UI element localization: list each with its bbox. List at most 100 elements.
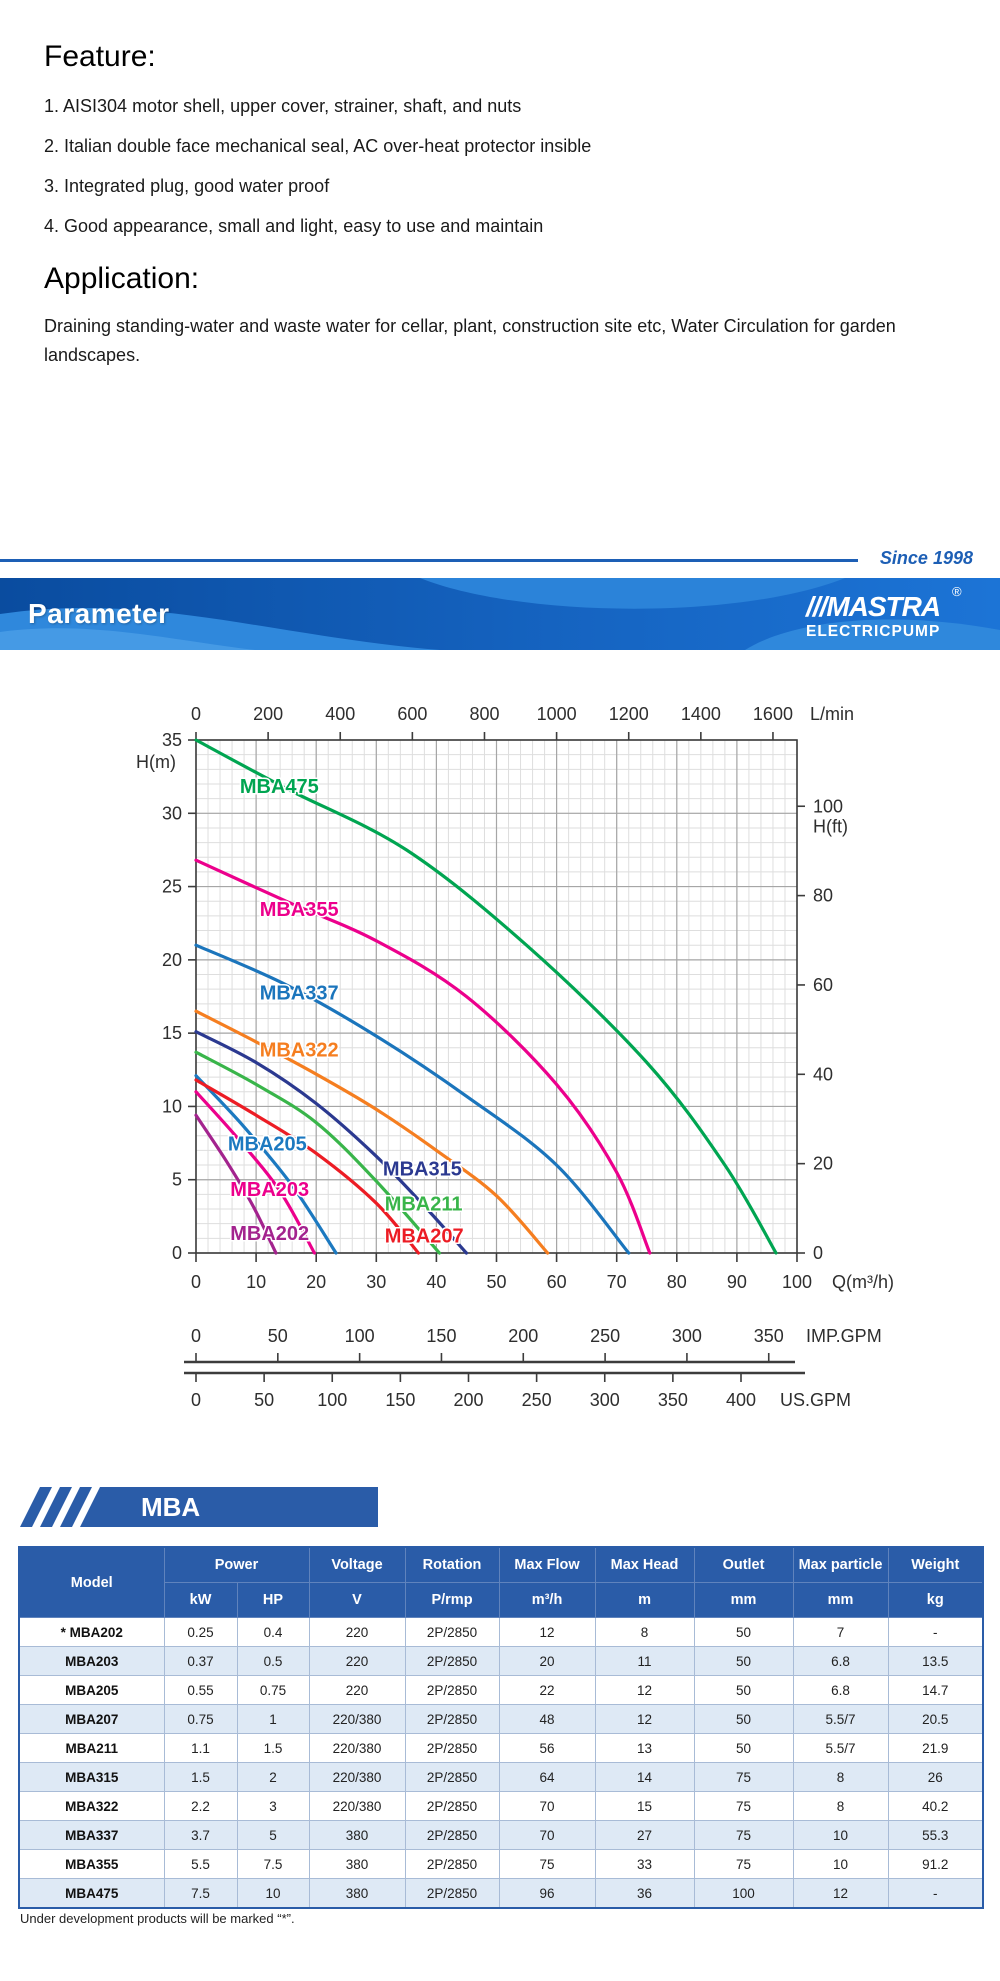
axis-unit-label: L/min xyxy=(810,704,854,724)
table-cell: 2P/2850 xyxy=(404,1791,500,1821)
tick-label: 400 xyxy=(325,704,355,724)
tick-label: 0 xyxy=(813,1243,823,1263)
table-cell: 2P/2850 xyxy=(404,1704,500,1734)
table-cell: 2.2 xyxy=(163,1791,238,1821)
table-row: * MBA202 0.25 0.4 220 2P/2850 12 8 50 7- xyxy=(18,1617,984,1647)
column-header: Voltage xyxy=(308,1546,406,1583)
table-row: MBA475 7.5 10 380 2P/2850 96 36 100 12- xyxy=(18,1878,984,1909)
x-axis-top: 0 200 400 600 800 1000 1200 1400 1600 L/min xyxy=(191,704,854,740)
unit-header: kg xyxy=(887,1582,984,1618)
table-cell: 0.37 xyxy=(163,1646,238,1676)
column-header: Max particle xyxy=(792,1546,889,1583)
table-cell: 380 xyxy=(308,1878,406,1909)
table-cell: 50 xyxy=(693,1617,794,1647)
tick-label: 400 xyxy=(726,1390,756,1410)
table-cell: 8 xyxy=(594,1617,695,1647)
tick-label: 100 xyxy=(317,1390,347,1410)
table-cell: 220/380 xyxy=(308,1762,406,1792)
table-row: MBA337 3.7 5 380 2P/2850 70 27 75 10 55.3 xyxy=(18,1820,984,1850)
axis-unit-label: US.GPM xyxy=(780,1390,851,1410)
table-cell: 50 xyxy=(693,1646,794,1676)
tick-label: 80 xyxy=(813,886,833,906)
tick-label: 200 xyxy=(453,1390,483,1410)
table-cell: 75 xyxy=(693,1820,794,1850)
column-header: Max Flow xyxy=(498,1546,596,1583)
registered-trademark-icon: ® xyxy=(952,584,962,599)
curve-mba355 xyxy=(194,858,652,1255)
application-text: Draining standing-water and waste water … xyxy=(44,316,896,365)
unit-header: mm xyxy=(792,1582,889,1618)
table-cell: 12 xyxy=(594,1704,695,1734)
tick-label: 35 xyxy=(162,730,182,750)
curve-label-mba205: MBA205 xyxy=(228,1133,307,1155)
column-header: Weight xyxy=(887,1546,984,1583)
table-cell: 22 xyxy=(498,1675,596,1705)
section-title: Parameter xyxy=(28,598,170,629)
table-cell: 10 xyxy=(236,1878,310,1909)
table-cell: 36 xyxy=(594,1878,695,1909)
table-cell: 220/380 xyxy=(308,1791,406,1821)
table-cell: 2P/2850 xyxy=(404,1878,500,1909)
table-cell: 10 xyxy=(792,1820,889,1850)
curve-group xyxy=(194,738,778,1255)
table-cell: 5.5 xyxy=(163,1849,238,1879)
x-axis-bottom: 0 10 20 30 40 50 60 70 80 90 100 Q(m³/h) xyxy=(191,1253,894,1292)
tick-label: 30 xyxy=(162,803,182,823)
unit-header: HP xyxy=(236,1582,310,1618)
tick-label: 60 xyxy=(813,975,833,995)
model-cell: MBA203 xyxy=(18,1646,165,1676)
curve-mba202 xyxy=(194,1113,278,1255)
tick-label: 1600 xyxy=(753,704,793,724)
axis-unit-label: H(m) xyxy=(136,752,176,772)
model-cell: MBA315 xyxy=(18,1762,165,1792)
table-cell: 64 xyxy=(498,1762,596,1792)
table-cell: 33 xyxy=(594,1849,695,1879)
table-cell: 75 xyxy=(693,1762,794,1792)
curve-label-mba315: MBA315 xyxy=(383,1158,462,1180)
tick-label: 1000 xyxy=(537,704,577,724)
tick-label: 20 xyxy=(162,950,182,970)
tick-label: 350 xyxy=(754,1326,784,1346)
tick-label: 15 xyxy=(162,1023,182,1043)
table-cell: - xyxy=(887,1617,984,1647)
table-cell: 7.5 xyxy=(236,1849,310,1879)
table-cell: 11 xyxy=(594,1646,695,1676)
table-cell: 220 xyxy=(308,1675,406,1705)
feature-heading: Feature: xyxy=(44,40,156,73)
tick-label: 200 xyxy=(508,1326,538,1346)
table-cell: 13.5 xyxy=(887,1646,984,1676)
tick-label: 350 xyxy=(658,1390,688,1410)
tick-label: 1200 xyxy=(609,704,649,724)
banner-wave-art: ///MASTRA ® ELECTRICPUMP xyxy=(0,578,1000,650)
tick-label: 50 xyxy=(486,1272,506,1292)
mba-badge: MBA xyxy=(20,1487,378,1527)
table-row: MBA322 2.2 3 220/380 2P/2850 70 15 75 8 40.2 xyxy=(18,1791,984,1821)
parameter-banner: ///MASTRA ® ELECTRICPUMP Parameter xyxy=(0,578,1000,650)
table-cell: 50 xyxy=(693,1704,794,1734)
model-cell: MBA475 xyxy=(18,1878,165,1909)
table-row: MBA203 0.37 0.5 220 2P/2850 20 11 50 6.8 13.5 xyxy=(18,1646,984,1676)
tick-label: 10 xyxy=(162,1096,182,1116)
table-cell: 220 xyxy=(308,1646,406,1676)
tick-label: 0 xyxy=(191,1326,201,1346)
table-cell: 13 xyxy=(594,1733,695,1763)
tick-label: 50 xyxy=(268,1326,288,1346)
table-cell: 50 xyxy=(693,1733,794,1763)
model-cell: MBA211 xyxy=(18,1733,165,1763)
tick-label: 40 xyxy=(426,1272,446,1292)
column-header: Power xyxy=(163,1546,310,1583)
table-cell: 12 xyxy=(498,1617,596,1647)
table-cell: 70 xyxy=(498,1820,596,1850)
model-cell: * MBA202 xyxy=(18,1617,165,1647)
tick-label: 150 xyxy=(385,1390,415,1410)
model-cell: MBA337 xyxy=(18,1820,165,1850)
table-cell: 2P/2850 xyxy=(404,1762,500,1792)
table-cell: 3.7 xyxy=(163,1820,238,1850)
tick-label: 0 xyxy=(191,1390,201,1410)
table-footnote: Under development products will be marke… xyxy=(20,1911,295,1926)
table-row: MBA315 1.5 2 220/380 2P/2850 64 14 75 8 26 xyxy=(18,1762,984,1792)
table-cell: 380 xyxy=(308,1820,406,1850)
tick-label: 70 xyxy=(607,1272,627,1292)
table-cell: 10 xyxy=(792,1849,889,1879)
table-cell: 0.75 xyxy=(236,1675,310,1705)
